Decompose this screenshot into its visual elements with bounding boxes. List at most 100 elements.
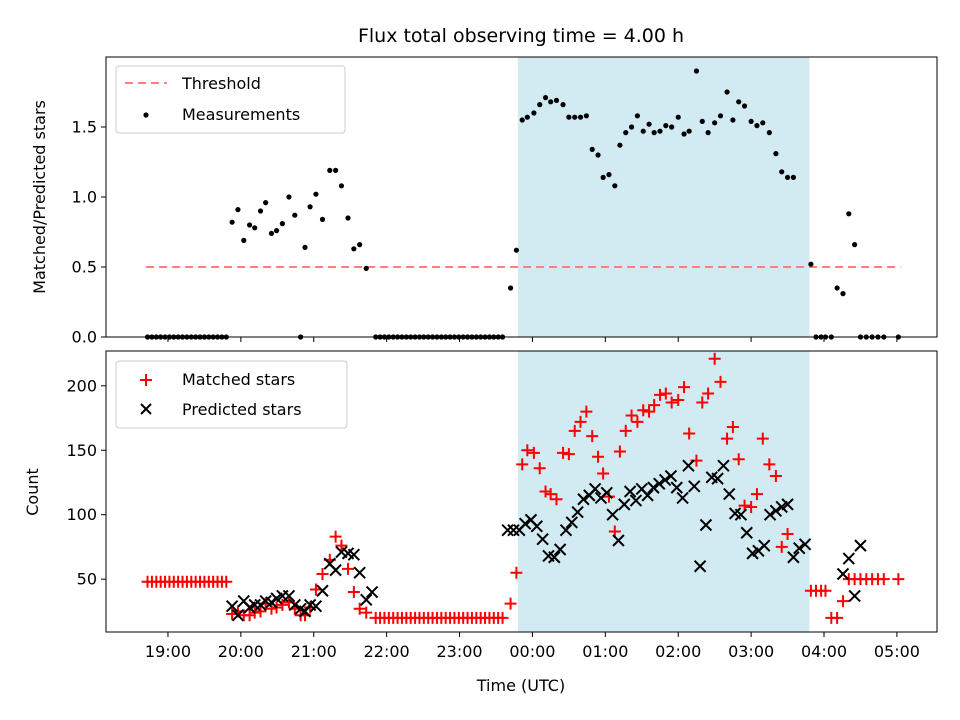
matched-star-point: [504, 597, 517, 610]
measurement-point: [657, 128, 663, 134]
measurement-point: [235, 207, 241, 213]
matched-star-point: [756, 432, 769, 445]
measurement-point: [351, 246, 357, 252]
measurement-point: [313, 191, 319, 197]
measurement-point: [589, 146, 595, 152]
predicted-star-point: [316, 584, 329, 597]
matched-star-point: [819, 584, 832, 597]
measurement-point: [560, 102, 566, 108]
matched-star-point: [643, 405, 656, 418]
matched-star-point: [613, 445, 626, 458]
measurement-point: [766, 130, 772, 136]
matched-star-point: [637, 404, 650, 417]
legend-matched-swatch: [140, 374, 152, 386]
predicted-star-point: [676, 491, 689, 505]
measurement-point: [754, 123, 760, 129]
predicted-star-point: [507, 523, 520, 537]
measurement-point: [736, 99, 742, 105]
measurement-point: [699, 118, 705, 124]
predicted-stars-points: [225, 459, 867, 622]
predicted-star-point: [658, 473, 672, 487]
measurement-point: [617, 142, 623, 148]
matched-star-point: [696, 396, 709, 409]
predicted-star-point: [536, 532, 549, 546]
bottom-legend-box: [115, 360, 348, 429]
matched-star-point: [557, 446, 570, 459]
predicted-star-point: [282, 589, 296, 603]
bottom-legend: Matched stars Predicted stars: [115, 360, 348, 429]
measurement-point: [741, 103, 748, 109]
measurement-point: [292, 212, 298, 218]
matched-star-point: [745, 500, 758, 513]
predicted-star-point: [309, 600, 323, 613]
matched-star-point: [527, 446, 540, 459]
predicted-star-point: [629, 494, 643, 507]
measurement-point: [846, 211, 852, 217]
predicted-star-point: [653, 477, 666, 490]
predicted-star-point: [670, 481, 683, 494]
top-y-tick-label: 0.5: [72, 258, 97, 277]
predicted-star-point: [612, 534, 625, 547]
top-legend-box: [115, 65, 346, 134]
measurement-point: [748, 118, 754, 124]
measurement-point: [724, 89, 730, 95]
legend-threshold-label: Threshold: [181, 74, 261, 93]
predicted-star-point: [225, 600, 239, 613]
legend-predicted-swatch: [140, 403, 152, 415]
matched-star-point: [665, 396, 678, 409]
matched-star-point: [721, 432, 734, 445]
measurement-point: [583, 113, 589, 119]
bottom-y-tick-label: 50: [77, 570, 97, 589]
x-tick-label: 05:00: [874, 642, 920, 661]
predicted-star-point: [793, 542, 806, 555]
predicted-star-point: [836, 567, 850, 581]
x-tick-label: 22:00: [364, 642, 410, 661]
predicted-star-point: [553, 543, 567, 556]
predicted-star-point: [288, 598, 302, 612]
matched-star-point: [775, 540, 788, 553]
x-tick-label: 04:00: [801, 642, 847, 661]
measurement-point: [577, 114, 584, 120]
measurement-point: [507, 285, 514, 291]
predicted-star-point: [360, 593, 373, 606]
top-y-axis: 0.0 0.5 1.0 1.5: [72, 118, 106, 347]
predicted-star-point: [763, 508, 777, 521]
measurement-point: [623, 130, 629, 136]
measurement-point: [247, 222, 253, 228]
top-y-tick-label: 0.0: [72, 328, 97, 347]
measurement-point: [537, 102, 543, 108]
predicted-star-point: [734, 508, 748, 521]
measurement-point: [319, 216, 326, 222]
measurement-point: [600, 174, 606, 180]
predicted-star-point: [664, 469, 678, 483]
measurement-point: [548, 99, 554, 105]
predicted-star-point: [530, 520, 544, 533]
matched-star-point: [265, 602, 278, 615]
measurement-point: [640, 128, 646, 134]
predicted-star-point: [365, 585, 379, 599]
matched-star-point: [763, 458, 776, 471]
measurement-point: [302, 244, 308, 250]
predicted-star-point: [618, 498, 631, 511]
measurement-point: [363, 265, 369, 271]
predicted-star-point: [606, 508, 619, 521]
bottom-panel-frame: [105, 350, 938, 633]
matched-star-point: [568, 424, 581, 437]
predicted-star-point: [781, 498, 794, 511]
matched-star-point: [831, 611, 844, 624]
measurement-point: [566, 114, 572, 120]
measurement-point: [606, 172, 612, 178]
matched-star-point: [750, 488, 763, 501]
measurement-point: [681, 131, 687, 137]
matched-star-point: [353, 602, 366, 615]
matched-star-point: [496, 611, 509, 624]
predicted-star-point: [693, 560, 707, 573]
matched-star-point: [702, 387, 715, 400]
matched-star-point: [597, 467, 610, 480]
measurement-point: [834, 285, 840, 291]
measurement-point: [717, 113, 724, 119]
matched-star-point: [574, 415, 587, 428]
measurement-point: [327, 167, 333, 173]
predicted-star-point: [577, 493, 590, 506]
measurement-point: [779, 169, 785, 175]
